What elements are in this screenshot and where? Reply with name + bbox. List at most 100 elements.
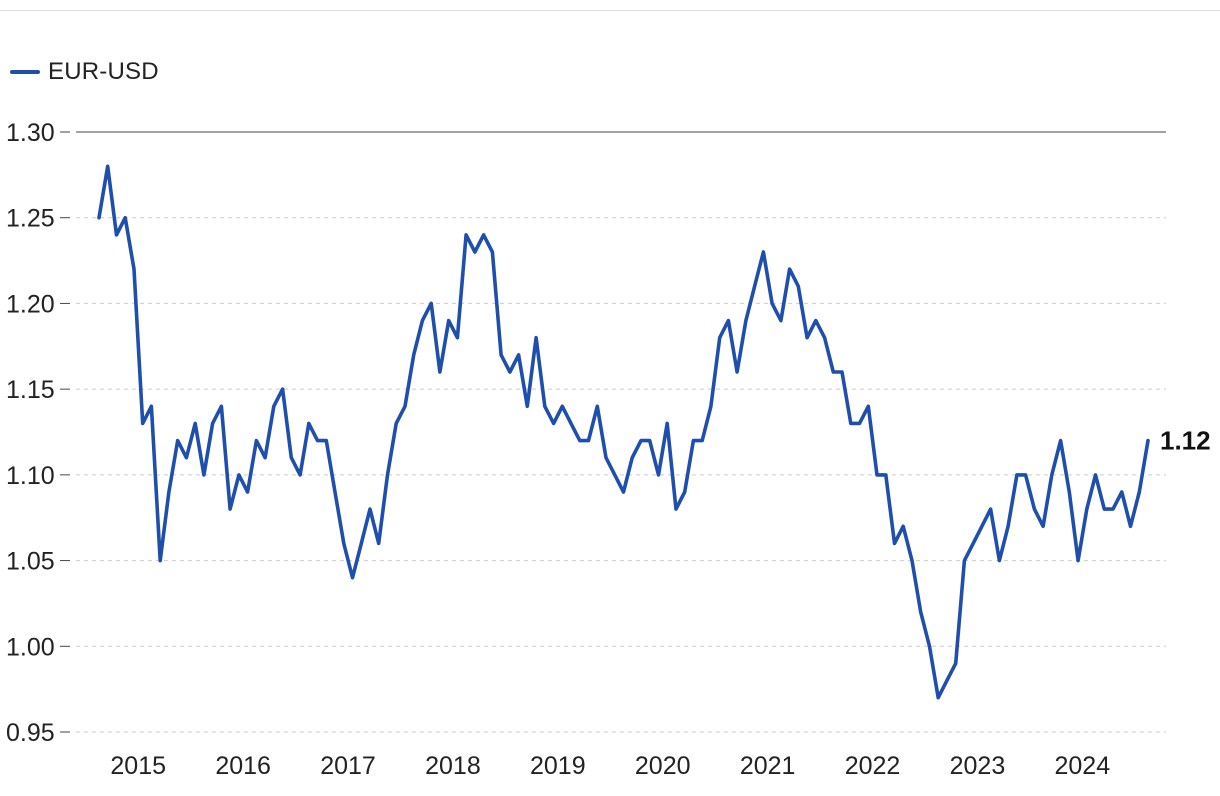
- data-point-2020-12: [744, 319, 748, 322]
- data-point-2020-03: [666, 422, 669, 425]
- data-point-2024-08: [1129, 525, 1132, 528]
- y-tick-label: 1.25: [6, 205, 55, 233]
- series-group: [97, 164, 1150, 700]
- y-tick-label: 1.15: [6, 376, 55, 404]
- data-point-2015-04: [150, 405, 153, 408]
- data-point-2020-07: [701, 439, 704, 442]
- data-point-2019-01: [543, 405, 546, 408]
- data-point-2022-12: [954, 662, 957, 665]
- data-point-2021-10: [832, 370, 835, 374]
- data-point-2021-05: [788, 267, 791, 271]
- data-point-2020-09: [718, 336, 721, 339]
- data-point-2015-05: [159, 559, 162, 562]
- y-tick-label: 1.05: [6, 548, 55, 576]
- data-point-2021-09: [823, 336, 826, 339]
- x-tick-label: 2024: [1055, 752, 1111, 780]
- data-point-2021-07: [805, 336, 809, 339]
- x-axis-ticks: 2015 2016 2017 2018 2019 2020 2021 2022 2023 2024: [110, 752, 1110, 780]
- y-tick-label: 1.30: [6, 119, 55, 147]
- data-point-2019-05: [578, 439, 581, 442]
- data-point-2022-01: [858, 422, 861, 425]
- data-point-2020-02: [657, 473, 660, 477]
- data-point-2018-10: [517, 353, 520, 357]
- data-point-2017-01: [333, 490, 337, 494]
- data-point-2021-03: [770, 302, 774, 305]
- data-point-2018-02: [447, 319, 450, 322]
- x-tick-label: 2023: [950, 752, 1006, 780]
- data-point-2018-07: [491, 250, 494, 254]
- data-point-2022-11: [945, 679, 949, 682]
- data-point-2019-03: [561, 405, 564, 408]
- series-line-eur-usd: [97, 164, 1150, 700]
- x-tick-label: 2022: [845, 752, 901, 780]
- data-point-2024-04: [1094, 473, 1097, 477]
- data-point-2020-06: [692, 439, 695, 442]
- x-tick-label: 2015: [110, 752, 166, 780]
- data-point-2014-10: [97, 216, 101, 219]
- data-point-2015-02: [132, 267, 136, 271]
- data-point-2019-02: [552, 422, 555, 425]
- data-point-2024-01: [1068, 490, 1071, 494]
- legend-label-eur-usd: EUR-USD: [48, 58, 159, 85]
- data-point-2022-07: [910, 559, 914, 562]
- data-point-2018-08: [499, 353, 503, 357]
- data-point-2018-03: [456, 336, 459, 339]
- data-point-2017-10: [412, 353, 415, 357]
- top-divider: [0, 10, 1220, 11]
- data-point-2022-05: [893, 542, 896, 545]
- data-point-2016-03: [246, 490, 249, 494]
- data-point-2020-10: [727, 319, 730, 322]
- data-point-2014-12: [115, 233, 118, 237]
- data-point-2021-04: [779, 319, 783, 322]
- legend-swatch-eur-usd: [10, 70, 40, 74]
- data-point-2022-02: [867, 405, 870, 408]
- data-point-2015-01: [124, 216, 127, 219]
- y-tick-label: 0.95: [6, 719, 55, 747]
- data-point-2023-04: [989, 507, 992, 511]
- data-point-2016-09: [298, 473, 302, 477]
- grid: [76, 131, 1166, 733]
- x-tick-label: 2020: [635, 752, 691, 780]
- data-point-2015-11: [211, 422, 214, 425]
- x-tick-label: 2019: [530, 752, 586, 780]
- data-point-2023-06: [1006, 525, 1010, 528]
- last-value-label: 1.12: [1160, 426, 1211, 456]
- data-point-2024-05: [1103, 507, 1106, 511]
- data-point-2018-05: [473, 250, 477, 254]
- data-point-2015-09: [194, 422, 197, 425]
- data-point-2017-09: [403, 405, 407, 408]
- x-tick-label: 2021: [740, 752, 796, 780]
- data-point-2018-11: [526, 405, 529, 408]
- data-point-2017-12: [430, 302, 433, 305]
- data-point-2016-10: [307, 422, 310, 425]
- data-point-2023-01: [963, 559, 966, 562]
- data-point-2020-01: [648, 439, 651, 442]
- y-axis-ticks: 0.95 1.00 1.05 1.10 1.15 1.20 1.25 1.30: [6, 119, 70, 747]
- data-point-2021-08: [814, 319, 817, 322]
- data-point-2021-02: [762, 250, 765, 254]
- data-point-2020-11: [735, 370, 739, 374]
- data-point-2023-03: [980, 525, 984, 528]
- data-point-2022-09: [928, 645, 931, 648]
- data-point-2016-01: [228, 507, 232, 511]
- data-point-2017-02: [342, 542, 345, 545]
- data-point-2015-08: [185, 456, 188, 459]
- data-point-2019-06: [587, 439, 590, 442]
- data-point-2024-09: [1138, 490, 1141, 494]
- data-point-2022-04: [884, 473, 887, 477]
- data-point-2019-12: [639, 439, 643, 442]
- data-point-2017-07: [386, 473, 389, 477]
- data-point-2020-08: [709, 405, 713, 408]
- data-point-2018-09: [508, 370, 512, 374]
- data-point-2019-07: [596, 405, 599, 408]
- x-tick-label: 2017: [320, 752, 376, 780]
- data-point-2015-07: [176, 439, 179, 442]
- data-point-2016-07: [281, 387, 284, 391]
- data-point-2017-05: [368, 507, 372, 511]
- data-point-2020-05: [683, 490, 686, 494]
- data-point-2017-03: [351, 576, 354, 579]
- data-point-2021-06: [797, 285, 800, 288]
- data-point-2015-03: [141, 422, 144, 425]
- data-point-2016-02: [237, 473, 241, 477]
- last-value-group: 1.12: [1160, 426, 1211, 456]
